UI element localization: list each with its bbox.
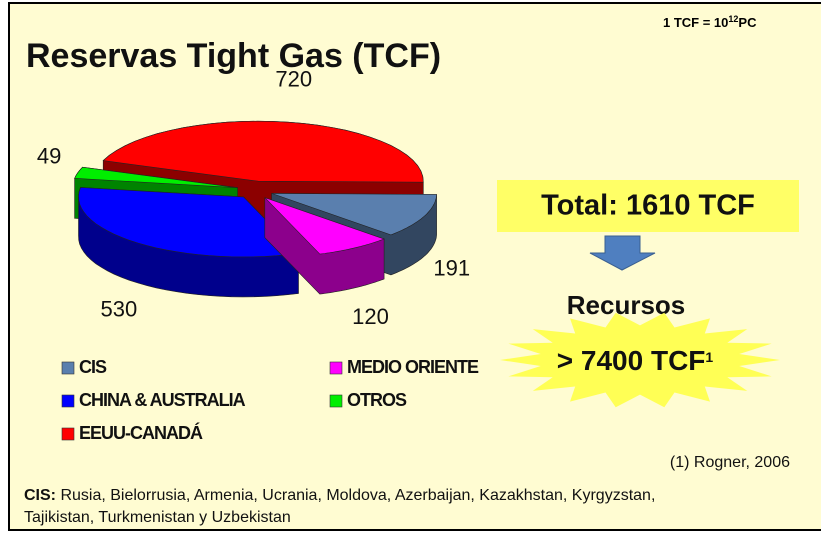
data-label: 120 — [352, 304, 389, 329]
data-label: 720 — [275, 67, 312, 92]
legend-swatch — [61, 394, 75, 408]
legend-label: CIS — [79, 357, 107, 377]
chart-title: Reservas Tight Gas (TCF) — [26, 37, 441, 75]
arrow — [589, 235, 656, 271]
starburst — [500, 312, 780, 408]
legend-swatch — [329, 394, 343, 408]
footnote-label: CIS: — [24, 487, 56, 504]
slice — [102, 120, 424, 183]
total: Total: 1610 TCF — [541, 190, 755, 222]
resources-value: > 7400 TCF1 — [557, 345, 714, 376]
legend-swatch — [329, 361, 343, 375]
legend-label: OTROS — [347, 390, 407, 410]
slice — [78, 187, 300, 258]
resources-value-sup: 1 — [705, 349, 713, 365]
legend-swatch — [61, 427, 75, 441]
data-label: 49 — [37, 143, 61, 168]
total-box — [497, 180, 799, 232]
resources-value-text: > 7400 TCF — [557, 345, 706, 376]
slice — [271, 193, 437, 236]
legend-label: EEUU-CANADÁ — [79, 422, 203, 443]
legend-label: MEDIO ORIENTE — [347, 357, 479, 377]
legend-label: CHINA & AUSTRALIA — [79, 390, 246, 410]
footnote-text: Rusia, Bielorrusia, Armenia, Ucrania, Mo… — [56, 487, 655, 504]
footnote-line: CIS: Rusia, Bielorrusia, Armenia, Ucrani… — [24, 487, 655, 504]
source: (1) Rogner, 2006 — [670, 454, 790, 471]
unit-note-sup: 12 — [728, 14, 738, 24]
footnote-line: Tajikistan, Turkmenistan y Uzbekistan — [24, 509, 291, 526]
unit-note-tail: PC — [738, 15, 757, 30]
data-label: 530 — [101, 296, 138, 321]
data-label: 191 — [433, 256, 470, 281]
slice — [264, 197, 385, 255]
unit-note-text: 1 TCF = 10 — [663, 15, 728, 30]
resources-label: Recursos — [567, 290, 686, 320]
legend-swatch — [61, 361, 75, 375]
slice — [74, 166, 238, 188]
unit-note: 1 TCF = 1012PC — [663, 14, 757, 30]
